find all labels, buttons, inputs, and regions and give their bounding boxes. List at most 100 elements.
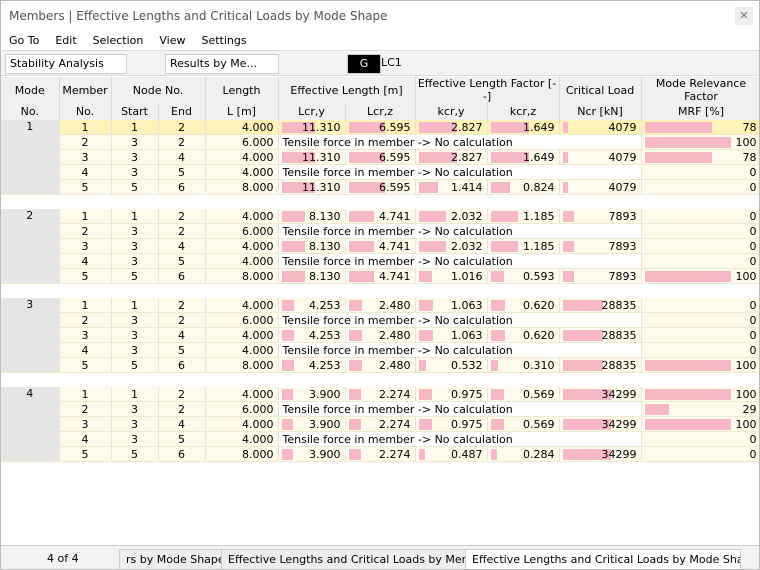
column-header: Critical Load — [559, 77, 642, 103]
cell: 4.000 — [205, 238, 279, 254]
column-subheader: Ncr [kN] — [559, 103, 642, 120]
value-cell: 34299 — [559, 446, 642, 462]
spacer — [1, 372, 759, 387]
value-cell: 0 — [641, 431, 759, 447]
value-text: 11.310 — [302, 120, 341, 134]
tab[interactable]: rs by Mode Shape — [119, 549, 233, 569]
value-text: 0 — [749, 447, 757, 461]
menu-item[interactable]: Settings — [201, 34, 247, 47]
column-header: Mode Relevance Factor — [641, 77, 759, 103]
value-bar — [418, 122, 457, 133]
table-row: 2 3 2 6.000 Tensile force in member -> No ca… — [1, 134, 759, 150]
table-row: 3 3 4 4.000 3.900 2.274 0.975 0.569 34299 100 — [1, 416, 759, 432]
value-text: 1.649 — [523, 120, 555, 134]
cell: 1 — [59, 387, 112, 402]
toolbar: Stability Analysis Results by Me... G LC… — [1, 50, 759, 76]
results-table: Mode Member Node No. Length Effective Length… — [1, 77, 759, 535]
value-cell: 0.593 — [487, 268, 560, 284]
cell: 2 — [158, 401, 206, 417]
value-cell: 4.741 — [345, 238, 416, 254]
cell: 4 — [59, 164, 112, 180]
value-cell: 4079 — [559, 120, 642, 135]
table-row: 4 1 1 2 4.000 3.900 2.274 0.975 0.569 34299 100 — [1, 387, 759, 462]
value-cell: 2.032 — [415, 209, 488, 224]
value-text: 2.032 — [451, 209, 483, 223]
value-text: 2.480 — [379, 298, 411, 312]
cell: 5 — [59, 179, 112, 195]
column-subheader: End — [158, 103, 206, 120]
menu-item[interactable]: View — [159, 34, 186, 47]
value-bar — [418, 300, 433, 311]
tab[interactable]: Effective Lengths and Critical Loads by … — [465, 549, 741, 569]
cell: 2 — [158, 120, 206, 135]
message-cell: Tensile force in member -> No calculatio… — [278, 164, 642, 180]
value-text: 0 — [749, 298, 757, 312]
value-text: 1.185 — [523, 209, 555, 223]
value-cell: 0.284 — [487, 446, 560, 462]
load-case[interactable]: LC1 — [381, 56, 402, 69]
value-bar — [348, 389, 361, 400]
value-bar — [348, 271, 375, 282]
table-row: 1 1 1 2 4.000 11.310 6.595 2.827 1.649 4079 78 — [1, 120, 759, 195]
column-subheader: Lcr,z — [345, 103, 416, 120]
cell: 2 — [158, 134, 206, 150]
value-cell: 4.741 — [345, 209, 416, 224]
value-text: 4.741 — [379, 239, 411, 253]
value-cell: 100 — [641, 416, 759, 432]
value-cell: 0.569 — [487, 416, 560, 432]
value-cell: 1.185 — [487, 238, 560, 254]
value-text: 4079 — [608, 180, 637, 194]
value-cell: 100 — [641, 357, 759, 373]
cell: 4.000 — [205, 149, 279, 165]
value-text: 6.595 — [379, 180, 411, 194]
value-text: 8.130 — [309, 269, 341, 283]
value-text: 6.595 — [379, 120, 411, 134]
value-text: 4.741 — [379, 209, 411, 223]
menu-item[interactable]: Go To — [9, 34, 40, 47]
table-row: 4 3 5 4.000 Tensile force in member -> No ca… — [1, 164, 759, 180]
value-cell: 28835 — [559, 327, 642, 343]
value-cell: 28835 — [559, 357, 642, 373]
cell: 5 — [59, 268, 112, 284]
value-cell: 4079 — [559, 179, 642, 195]
menu-item[interactable]: Selection — [92, 34, 144, 47]
column-subheader: Start — [111, 103, 159, 120]
cell: 5 — [59, 357, 112, 373]
value-text: 4.741 — [379, 269, 411, 283]
value-text: 1.063 — [451, 298, 483, 312]
value-text: 78 — [742, 150, 757, 164]
close-button[interactable]: ✕ — [735, 7, 753, 25]
value-cell: 2.274 — [345, 416, 416, 432]
spacer — [1, 283, 759, 298]
value-bar — [418, 330, 433, 341]
value-text: 6.595 — [379, 150, 411, 164]
cell: 8.000 — [205, 357, 279, 373]
value-text: 11.310 — [302, 180, 341, 194]
cell: 4.000 — [205, 120, 279, 135]
value-text: 2.827 — [451, 120, 483, 134]
value-bar — [418, 241, 446, 252]
menu-item[interactable]: Edit — [55, 34, 77, 47]
value-cell: 78 — [641, 120, 759, 135]
cell: 4 — [158, 327, 206, 343]
cell: 3 — [111, 253, 159, 269]
value-text: 28835 — [601, 328, 637, 342]
value-text: 0.532 — [451, 358, 483, 372]
value-bar — [348, 419, 361, 430]
mode-cell: 3 — [1, 298, 60, 373]
cell: 3 — [111, 416, 159, 432]
value-bar — [281, 152, 315, 163]
cell: 6 — [158, 357, 206, 373]
table-row: 2 3 2 6.000 Tensile force in member -> No ca… — [1, 401, 759, 417]
tab[interactable]: Effective Lengths and Critical Loads by … — [221, 549, 475, 569]
analysis-select[interactable]: Stability Analysis — [5, 54, 127, 74]
results-select[interactable]: Results by Me... — [165, 54, 279, 74]
value-text: 0.569 — [523, 417, 555, 431]
value-cell: 6.595 — [345, 179, 416, 195]
value-text: 78 — [742, 120, 757, 134]
value-bar — [418, 152, 457, 163]
cell: 1 — [111, 387, 159, 402]
column-header: Effective Length Factor [--] — [415, 77, 560, 103]
value-cell: 0.975 — [415, 387, 488, 402]
value-cell: 0 — [641, 312, 759, 328]
